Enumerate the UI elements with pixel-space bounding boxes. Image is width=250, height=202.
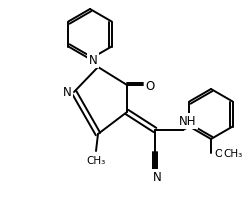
- Text: O: O: [145, 79, 154, 92]
- Text: N: N: [152, 171, 161, 184]
- Text: CH₃: CH₃: [222, 148, 242, 158]
- Text: CH₃: CH₃: [86, 155, 105, 165]
- Text: N: N: [88, 54, 97, 67]
- Text: N: N: [62, 86, 71, 99]
- Text: O: O: [214, 148, 222, 158]
- Text: NH: NH: [178, 115, 196, 128]
